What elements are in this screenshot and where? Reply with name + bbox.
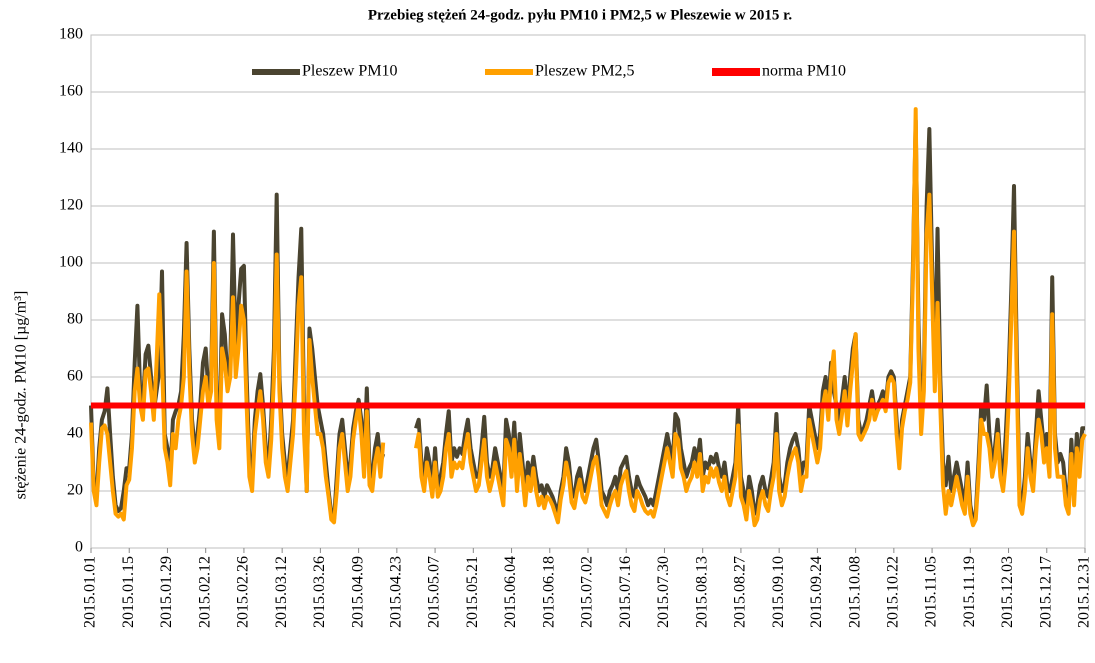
x-tick-label: 2015.01.29 bbox=[158, 556, 175, 628]
x-tick-label: 2015.09.10 bbox=[770, 556, 787, 628]
legend-label: norma PM10 bbox=[762, 63, 846, 80]
chart-title: Przebieg stężeń 24-godz. pyłu PM10 i PM2… bbox=[368, 7, 793, 23]
x-tick-label: 2015.03.12 bbox=[273, 556, 290, 628]
x-tick-label: 2015.11.19 bbox=[961, 556, 978, 627]
x-tick-label: 2015.05.21 bbox=[464, 556, 481, 628]
y-tick-label: 140 bbox=[59, 140, 83, 157]
y-tick-label: 20 bbox=[67, 482, 83, 499]
x-tick-label: 2015.01.15 bbox=[120, 556, 137, 628]
x-tick-label: 2015.12.31 bbox=[1076, 556, 1093, 628]
x-tick-label: 2015.03.26 bbox=[311, 556, 328, 628]
x-tick-label: 2015.08.13 bbox=[693, 556, 710, 628]
y-tick-label: 40 bbox=[67, 425, 83, 442]
y-tick-label: 100 bbox=[59, 254, 83, 271]
x-tick-label: 2015.11.05 bbox=[923, 556, 940, 627]
x-tick-label: 2015.07.16 bbox=[617, 556, 634, 628]
x-tick-label: 2015.10.08 bbox=[846, 556, 863, 628]
x-tick-label: 2015.12.17 bbox=[1037, 556, 1054, 628]
x-tick-label: 2015.01.01 bbox=[82, 556, 99, 628]
y-tick-label: 120 bbox=[59, 197, 83, 214]
x-tick-label: 2015.07.02 bbox=[579, 556, 596, 628]
y-tick-label: 160 bbox=[59, 83, 83, 100]
y-tick-label: 0 bbox=[75, 539, 83, 556]
x-tick-label: 2015.05.07 bbox=[426, 556, 443, 628]
x-tick-label: 2015.12.03 bbox=[999, 556, 1016, 628]
x-tick-label: 2015.06.04 bbox=[502, 556, 519, 628]
x-tick-label: 2015.02.26 bbox=[235, 556, 252, 628]
legend-label: Pleszew PM2,5 bbox=[535, 63, 635, 80]
y-tick-label: 180 bbox=[59, 26, 83, 43]
data-line bbox=[89, 107, 1087, 528]
x-tick-label: 2015.04.09 bbox=[349, 556, 366, 628]
y-tick-label: 80 bbox=[67, 311, 83, 328]
x-tick-label: 2015.04.23 bbox=[388, 556, 405, 628]
x-tick-label: 2015.07.30 bbox=[655, 556, 672, 628]
legend-label: Pleszew PM10 bbox=[302, 63, 398, 80]
y-axis-label: stężenie 24-godz. PM10 [µg/m³] bbox=[13, 291, 30, 500]
x-tick-label: 2015.02.12 bbox=[196, 556, 213, 628]
x-tick-label: 2015.09.24 bbox=[808, 556, 825, 628]
x-tick-label: 2015.08.27 bbox=[732, 556, 749, 628]
y-tick-label: 60 bbox=[67, 368, 83, 385]
x-tick-label: 2015.06.18 bbox=[540, 556, 557, 628]
x-tick-label: 2015.10.22 bbox=[885, 556, 902, 628]
